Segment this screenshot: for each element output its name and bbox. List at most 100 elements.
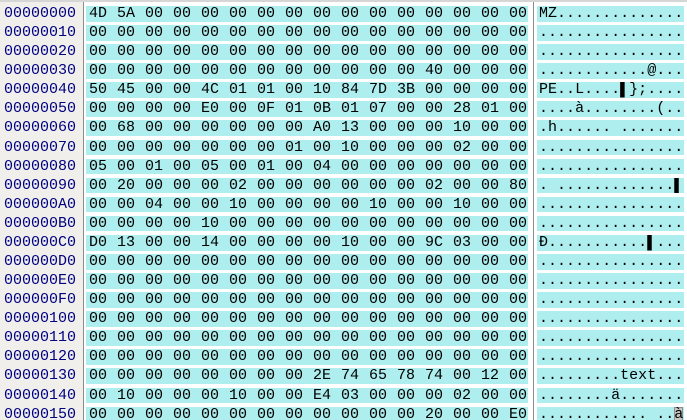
ascii-char[interactable]: . xyxy=(602,292,612,308)
ascii-char[interactable]: . xyxy=(557,311,567,327)
ascii-char[interactable]: . xyxy=(638,6,648,22)
ascii-char[interactable]: . xyxy=(629,330,639,346)
ascii-char[interactable]: . xyxy=(674,311,684,327)
hex-byte[interactable]: 00 xyxy=(173,25,192,41)
ascii-char[interactable]: . xyxy=(557,215,567,232)
hex-byte[interactable]: 00 xyxy=(481,234,500,251)
ascii-char[interactable]: . xyxy=(611,330,621,346)
hex-byte[interactable]: 01 xyxy=(285,101,304,117)
hex-byte[interactable]: 00 xyxy=(369,387,388,404)
ascii-char[interactable]: . xyxy=(557,63,567,79)
ascii-char[interactable]: . xyxy=(602,63,612,79)
hex-byte[interactable]: 00 xyxy=(89,196,108,213)
ascii-char[interactable]: . xyxy=(566,254,576,270)
hex-byte[interactable]: 00 xyxy=(285,254,304,270)
hex-byte[interactable]: 00 xyxy=(89,44,108,60)
hex-byte[interactable]: 84 xyxy=(341,82,360,98)
hex-byte[interactable]: 00 xyxy=(313,177,332,194)
ascii-char[interactable]: . xyxy=(656,406,666,420)
ascii-char[interactable]: . xyxy=(665,63,675,79)
hex-byte[interactable]: 10 xyxy=(229,196,248,213)
hex-byte[interactable]: 00 xyxy=(425,254,444,270)
ascii-char[interactable]: . xyxy=(566,196,576,213)
hex-byte[interactable]: 00 xyxy=(509,6,528,22)
hex-byte[interactable]: 00 xyxy=(229,6,248,22)
hex-byte[interactable]: 00 xyxy=(481,196,500,213)
hex-byte[interactable]: 00 xyxy=(397,234,416,251)
hex-byte[interactable]: 0F xyxy=(257,101,276,117)
ascii-char[interactable]: . xyxy=(584,63,594,79)
hex-byte[interactable]: 00 xyxy=(369,311,388,327)
hex-byte[interactable]: 00 xyxy=(229,25,248,41)
ascii-char[interactable]: . xyxy=(539,44,549,60)
hex-byte[interactable]: 00 xyxy=(173,311,192,327)
ascii-char[interactable]: . xyxy=(656,215,666,232)
ascii-char[interactable]: . xyxy=(602,273,612,289)
ascii-char[interactable]: à xyxy=(575,101,585,117)
hex-byte[interactable]: 10 xyxy=(453,120,472,137)
ascii-char[interactable]: . xyxy=(575,254,585,270)
hex-byte[interactable]: 00 xyxy=(257,368,276,385)
hex-byte[interactable]: 00 xyxy=(89,292,108,308)
hex-byte[interactable]: 74 xyxy=(425,368,444,385)
ascii-char[interactable]: . xyxy=(584,82,594,98)
ascii-char[interactable]: . xyxy=(584,292,594,308)
ascii-char[interactable]: ▌ xyxy=(674,177,684,194)
ascii-char[interactable]: . xyxy=(602,196,612,213)
hex-byte[interactable]: 00 xyxy=(313,311,332,327)
hex-byte[interactable]: 00 xyxy=(509,101,528,117)
hex-byte[interactable]: 00 xyxy=(285,196,304,213)
ascii-char[interactable]: . xyxy=(638,120,648,137)
hex-byte[interactable]: 00 xyxy=(201,120,220,137)
hex-byte[interactable]: 00 xyxy=(313,273,332,289)
ascii-char[interactable]: . xyxy=(557,196,567,213)
ascii-char[interactable]: . xyxy=(575,292,585,308)
ascii-char[interactable]: . xyxy=(620,139,630,156)
ascii-char[interactable]: . xyxy=(665,196,675,213)
ascii-char[interactable]: . xyxy=(539,406,549,420)
hex-byte[interactable]: 10 xyxy=(313,82,332,98)
hex-byte[interactable]: 00 xyxy=(117,368,136,385)
ascii-char[interactable]: . xyxy=(674,349,684,365)
ascii-char[interactable]: . xyxy=(665,349,675,365)
ascii-char[interactable]: . xyxy=(539,158,549,175)
ascii-char[interactable]: . xyxy=(548,406,558,420)
hex-byte[interactable]: 00 xyxy=(397,120,416,137)
ascii-char[interactable]: . xyxy=(656,6,666,22)
ascii-char[interactable]: . xyxy=(566,368,576,385)
ascii-char[interactable]: . xyxy=(611,406,621,420)
ascii-char[interactable]: . xyxy=(548,349,558,365)
ascii-char[interactable]: L xyxy=(575,82,585,98)
ascii-char[interactable]: . xyxy=(584,349,594,365)
ascii-char[interactable]: . xyxy=(602,6,612,22)
hex-byte[interactable]: 00 xyxy=(509,234,528,251)
hex-byte[interactable]: 00 xyxy=(453,6,472,22)
ascii-char[interactable]: . xyxy=(656,234,666,251)
hex-byte[interactable]: 00 xyxy=(481,215,500,232)
hex-byte[interactable]: A0 xyxy=(313,120,332,137)
ascii-char[interactable]: . xyxy=(539,368,549,385)
hex-byte[interactable]: 00 xyxy=(341,25,360,41)
hex-byte[interactable]: 14 xyxy=(201,234,220,251)
hex-byte[interactable]: 00 xyxy=(257,120,276,137)
ascii-char[interactable]: . xyxy=(566,330,576,346)
ascii-char[interactable]: . xyxy=(674,196,684,213)
ascii-char[interactable]: . xyxy=(539,387,549,404)
hex-byte[interactable]: 00 xyxy=(509,387,528,404)
hex-byte[interactable]: 00 xyxy=(509,196,528,213)
hex-byte[interactable]: 05 xyxy=(89,158,108,175)
ascii-char[interactable]: . xyxy=(548,63,558,79)
ascii-char[interactable]: . xyxy=(539,25,549,41)
ascii-char[interactable]: . xyxy=(674,215,684,232)
ascii-char[interactable]: . xyxy=(656,196,666,213)
ascii-char[interactable]: . xyxy=(539,63,549,79)
ascii-char[interactable]: . xyxy=(566,387,576,404)
hex-byte[interactable]: 10 xyxy=(117,387,136,404)
ascii-char[interactable]: . xyxy=(611,101,621,117)
hex-byte[interactable]: 00 xyxy=(201,254,220,270)
ascii-char[interactable]: . xyxy=(620,234,630,251)
ascii-char[interactable]: . xyxy=(647,349,657,365)
ascii-char[interactable]: . xyxy=(584,234,594,251)
hex-byte[interactable]: 05 xyxy=(201,158,220,175)
ascii-char[interactable]: . xyxy=(620,387,630,404)
